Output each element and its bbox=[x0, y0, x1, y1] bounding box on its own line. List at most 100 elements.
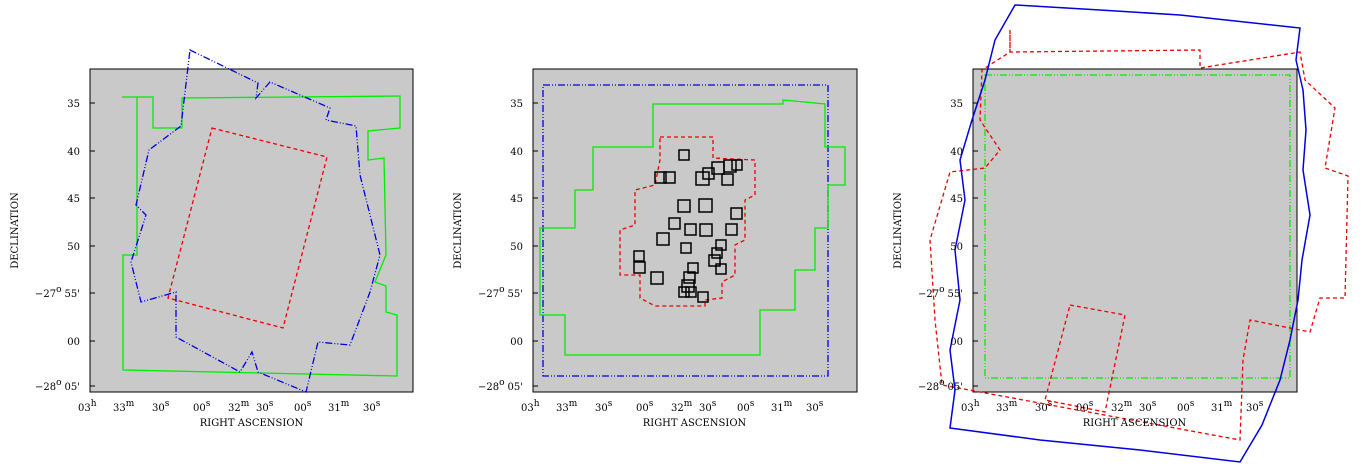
y-tick-label: −28o 05' bbox=[35, 378, 80, 393]
y-tick-label: 35 bbox=[67, 99, 80, 110]
tick-degree-sign: o bbox=[56, 378, 61, 388]
tick-degrees: 40 bbox=[950, 147, 963, 158]
tick-number: 31 bbox=[771, 403, 784, 414]
tick-degrees: 40 bbox=[510, 147, 523, 158]
x-tick-label: 00s bbox=[193, 399, 211, 414]
sky-image bbox=[973, 69, 1297, 392]
x-tick-label: 03h bbox=[521, 399, 540, 414]
tick-degrees: −28 bbox=[35, 382, 56, 393]
tick-degrees: −28 bbox=[918, 382, 939, 393]
y-tick-label: −27o55' bbox=[918, 285, 963, 300]
tick-number: 00 bbox=[1076, 403, 1089, 414]
y-tick-label: −27o55' bbox=[478, 285, 523, 300]
tick-number: 31 bbox=[1211, 403, 1224, 414]
x-tick-label: 33m bbox=[556, 399, 578, 414]
y-tick-label: 45 bbox=[950, 194, 963, 205]
y-tick-label: −27o55' bbox=[35, 285, 80, 300]
x-tick-label: 31m bbox=[771, 399, 793, 414]
tick-unit: s bbox=[750, 399, 755, 409]
x-tick-label: 33m bbox=[996, 399, 1018, 414]
y-axis-label: DECLINATION bbox=[893, 192, 904, 269]
tick-unit: s bbox=[307, 399, 312, 409]
tick-unit: m bbox=[341, 399, 350, 409]
x-tick-label: 30s bbox=[363, 399, 381, 414]
tick-unit: h bbox=[534, 399, 540, 409]
tick-unit: s bbox=[1152, 399, 1157, 409]
tick-degree-sign: o bbox=[499, 378, 504, 388]
figure: 03h33m30s00s32m30s00s31m30s35404550−27o5… bbox=[0, 0, 1371, 466]
x-tick-label: 30s bbox=[1035, 399, 1053, 414]
tick-unit: m bbox=[1009, 399, 1018, 409]
tick-unit: s bbox=[206, 399, 211, 409]
x-tick-label: 30s bbox=[595, 399, 613, 414]
tick-unit: m bbox=[1224, 399, 1233, 409]
x-tick-label: 31m bbox=[1211, 399, 1233, 414]
tick-unit: s bbox=[269, 399, 274, 409]
y-axis-label: DECLINATION bbox=[10, 192, 21, 269]
tick-degrees: 45 bbox=[950, 194, 963, 205]
tick-unit: s bbox=[1190, 399, 1195, 409]
tick-unit: s bbox=[1089, 399, 1094, 409]
tick-degrees: 50 bbox=[510, 242, 523, 253]
y-tick-label: 35 bbox=[510, 99, 523, 110]
tick-unit: s bbox=[649, 399, 654, 409]
x-tick-label: 03h bbox=[78, 399, 97, 414]
tick-number: 03 bbox=[961, 403, 974, 414]
y-tick-label: 40 bbox=[510, 147, 523, 158]
tick-number: 00 bbox=[636, 403, 649, 414]
x-tick-label: 31m bbox=[328, 399, 350, 414]
tick-number: 00 bbox=[1177, 403, 1190, 414]
tick-degrees: −27 bbox=[478, 289, 499, 300]
tick-number: 30 bbox=[256, 403, 269, 414]
tick-degree-sign: o bbox=[939, 378, 944, 388]
tick-minutes: 55' bbox=[65, 289, 80, 300]
tick-unit: s bbox=[1259, 399, 1264, 409]
y-tick-label: 50 bbox=[950, 242, 963, 253]
tick-number: 33 bbox=[996, 403, 1009, 414]
tick-number: 03 bbox=[78, 403, 91, 414]
x-tick-label: 32m bbox=[1111, 399, 1133, 414]
tick-unit: s bbox=[376, 399, 381, 409]
tick-number: 32 bbox=[671, 403, 684, 414]
tick-degree-sign: o bbox=[56, 285, 61, 295]
tick-unit: m bbox=[126, 399, 135, 409]
tick-number: 33 bbox=[113, 403, 126, 414]
tick-number: 00 bbox=[193, 403, 206, 414]
tick-degrees: 35 bbox=[510, 99, 523, 110]
tick-number: 30 bbox=[1246, 403, 1259, 414]
tick-minutes: 05' bbox=[948, 382, 963, 393]
tick-unit: s bbox=[1048, 399, 1053, 409]
tick-minutes: 05' bbox=[508, 382, 523, 393]
tick-number: 30 bbox=[595, 403, 608, 414]
y-tick-label: 00 bbox=[510, 337, 523, 348]
tick-unit: s bbox=[819, 399, 824, 409]
tick-degrees: 35 bbox=[67, 99, 80, 110]
tick-unit: m bbox=[784, 399, 793, 409]
tick-degrees: 50 bbox=[950, 242, 963, 253]
y-axis-label: DECLINATION bbox=[453, 192, 464, 269]
tick-degrees: 40 bbox=[67, 147, 80, 158]
x-tick-label: 30s bbox=[1246, 399, 1264, 414]
y-tick-label: 00 bbox=[67, 337, 80, 348]
tick-degrees: −27 bbox=[918, 289, 939, 300]
tick-number: 30 bbox=[363, 403, 376, 414]
x-tick-label: 00s bbox=[737, 399, 755, 414]
tick-degrees: 00 bbox=[67, 337, 80, 348]
tick-degree-sign: o bbox=[499, 285, 504, 295]
tick-unit: h bbox=[91, 399, 97, 409]
x-tick-label: 32m bbox=[228, 399, 250, 414]
tick-number: 30 bbox=[1139, 403, 1152, 414]
tick-unit: h bbox=[974, 399, 980, 409]
x-tick-label: 00s bbox=[1177, 399, 1195, 414]
y-tick-label: 35 bbox=[950, 99, 963, 110]
x-tick-label: 00s bbox=[1076, 399, 1094, 414]
tick-degrees: 00 bbox=[510, 337, 523, 348]
tick-degrees: 45 bbox=[67, 194, 80, 205]
tick-unit: s bbox=[165, 399, 170, 409]
x-axis-label: RIGHT ASCENSION bbox=[1083, 418, 1187, 429]
tick-number: 00 bbox=[294, 403, 307, 414]
tick-number: 31 bbox=[328, 403, 341, 414]
tick-unit: m bbox=[569, 399, 578, 409]
tick-minutes: 05' bbox=[65, 382, 80, 393]
